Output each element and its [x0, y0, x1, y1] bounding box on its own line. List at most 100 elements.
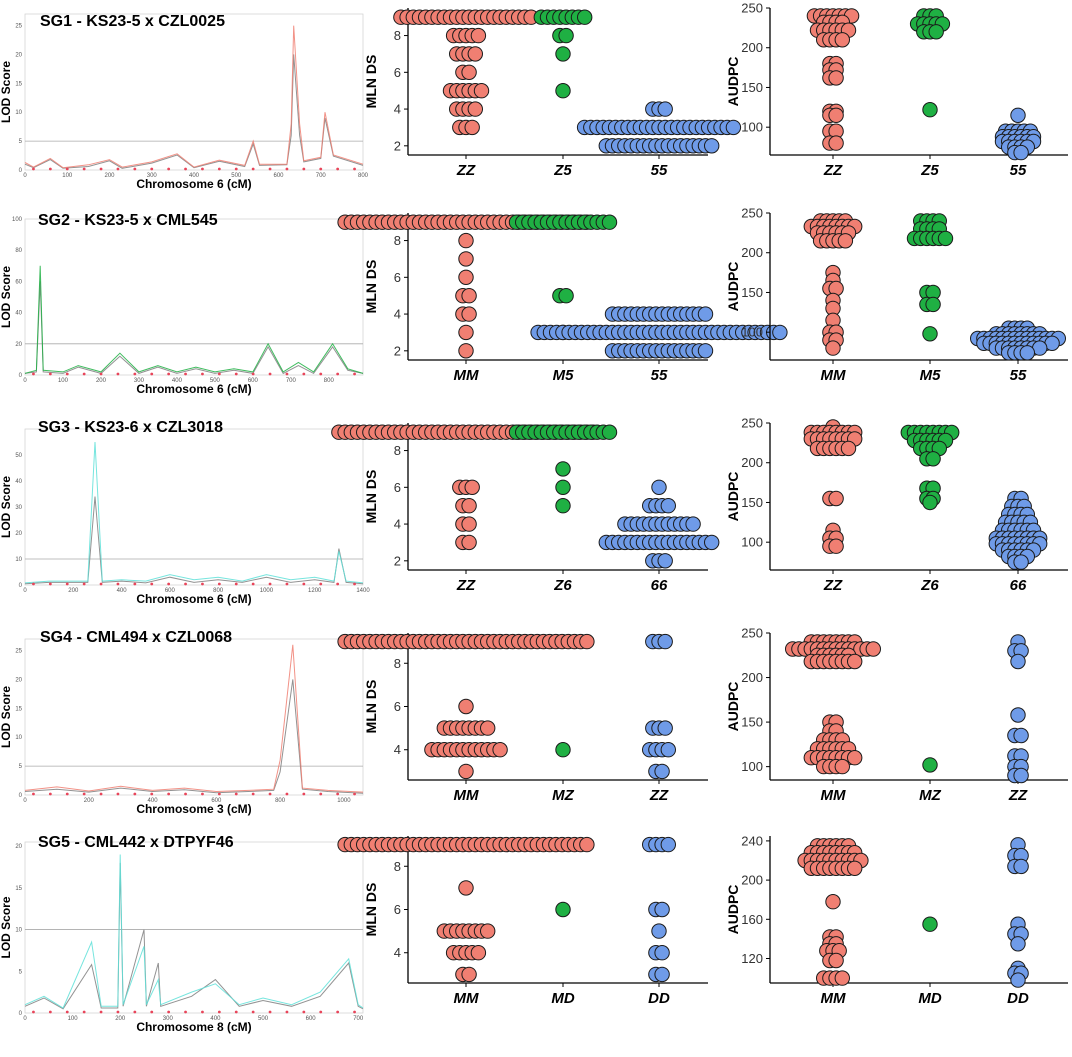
lod-series-line [24, 862, 364, 1010]
scatter-point [461, 306, 477, 322]
scatter-category-label: MD [918, 990, 941, 1007]
lod-marker-dot [32, 372, 35, 376]
lod-marker-dot [302, 582, 306, 586]
scatter-category-label: 66 [651, 577, 668, 594]
lod-y-tick-label: 40 [15, 479, 22, 485]
scatter-y-axis-label: MLN DS [363, 470, 379, 524]
scatter-y-tick-label: 200 [741, 670, 763, 685]
lod-x-tick-label: 800 [324, 378, 335, 384]
scatter-y-tick-label: 6 [394, 270, 401, 285]
scatter-y-tick-label: 150 [741, 80, 763, 95]
lod-marker-dot [167, 372, 171, 376]
lod-plot-frame [24, 13, 364, 171]
lod-y-tick-label: 25 [15, 649, 22, 655]
scatter-point [834, 970, 850, 986]
scatter-point [458, 698, 474, 715]
scatter-y-axis-label: AUDPC [725, 262, 741, 312]
scatter-category-label: ZZ [823, 577, 843, 594]
scatter-point [925, 451, 941, 467]
lod-marker-dot [32, 792, 35, 796]
scatter-y-tick-label: 250 [741, 1, 763, 16]
lod-marker-dot [184, 1010, 187, 1014]
lod-plot-frame [24, 841, 364, 1014]
lod-y-tick-label: 20 [15, 844, 22, 850]
lod-marker-dot [48, 372, 52, 376]
lod-marker-dot [217, 792, 221, 796]
lod-marker-dot [302, 792, 306, 796]
scatter-category-label: DD [648, 990, 670, 1007]
scatter-category-label: MZ [552, 787, 574, 804]
lod-series-line [24, 644, 364, 793]
scatter-point [660, 742, 676, 758]
lod-x-tick-label: 1000 [260, 588, 274, 594]
lod-marker-dot [217, 1010, 221, 1014]
scatter-point [555, 901, 571, 918]
scatter-point [458, 232, 474, 249]
scatter-category-label: Z5 [920, 162, 939, 179]
scatter-y-tick-label: 100 [741, 759, 763, 774]
scatter-point [697, 343, 714, 359]
scatter-y-tick-label: 100 [741, 535, 763, 550]
scatter-point [828, 490, 844, 507]
lod-y-tick-label: 25 [15, 24, 22, 30]
lod-x-tick-label: 100 [62, 173, 73, 179]
lod-y-tick-label: 10 [15, 735, 22, 741]
lod-y-tick-label: 60 [15, 279, 22, 285]
lod-marker-dot [116, 1010, 120, 1014]
lod-marker-dot [201, 167, 204, 171]
scatter-y-tick-label: 200 [741, 455, 763, 470]
scatter-point [847, 653, 863, 670]
scatter-y-tick-label: 150 [741, 495, 763, 510]
lod-x-tick-label: 400 [189, 173, 200, 179]
sg1-audpc-chart: 100 150 200 250 ZZ Z5 55 AUDPC [725, 1, 1068, 179]
lod-marker-dot [319, 582, 323, 586]
lod-marker-dot [336, 1010, 340, 1014]
scatter-point [473, 83, 490, 99]
lod-marker-dot [268, 372, 272, 376]
scatter-category-label: Z6 [553, 577, 572, 594]
scatter-y-axis-label: AUDPC [725, 472, 741, 522]
lod-x-tick-label: 800 [358, 173, 369, 179]
scatter-y-tick-label: 4 [394, 307, 401, 322]
lod-x-tick-label: 400 [172, 378, 183, 384]
lod-x-tick-label: 200 [104, 173, 115, 179]
lod-x-tick-label: 1400 [356, 588, 370, 594]
scatter-point [555, 498, 571, 514]
lod-y-tick-label: 20 [15, 342, 22, 348]
lod-marker-dot [167, 792, 171, 796]
lod-marker-dot [268, 167, 272, 171]
lod-y-axis-label: LOD Score [0, 896, 13, 958]
lod-x-tick-label: 0 [23, 798, 27, 804]
lod-marker-dot [116, 372, 120, 376]
lod-x-tick-label: 800 [213, 588, 224, 594]
scatter-point [654, 945, 670, 961]
scatter-y-tick-label: 250 [741, 626, 763, 641]
lod-y-tick-label: 50 [15, 453, 22, 459]
scatter-category-label: Z5 [553, 162, 572, 179]
lod-plot-frame [24, 638, 364, 796]
scatter-point [461, 288, 477, 304]
sg5-mln-ds-chart: 4 6 8 MM MD DD MLN DS [337, 836, 708, 1007]
scatter-y-tick-label: 150 [741, 715, 763, 730]
scatter-y-axis-label: AUDPC [725, 885, 741, 935]
scatter-y-tick-label: 4 [394, 517, 401, 532]
scatter-point [828, 135, 844, 151]
scatter-y-axis-label: MLN DS [363, 680, 379, 734]
scatter-y-tick-label: 2 [394, 553, 401, 568]
lod-x-tick-label: 0 [23, 1016, 27, 1022]
lod-x-tick-label: 100 [68, 1016, 79, 1022]
scatter-point [1013, 727, 1029, 744]
lod-x-tick-label: 600 [306, 1016, 317, 1022]
scatter-y-tick-label: 8 [394, 859, 401, 874]
scatter-point [458, 251, 474, 267]
scatter-category-label: 66 [1010, 577, 1027, 594]
lod-chart-title: SG2 - KS23-5 x CML545 [38, 212, 218, 229]
scatter-point [577, 9, 593, 25]
sg3-lod-chart: 0 200 400 600 800 1000 1200 1400 0 10 20 30 40 50 SG3 … [0, 419, 370, 606]
scatter-point [458, 324, 474, 341]
scatter-y-tick-label: 150 [741, 285, 763, 300]
lod-marker-dot [285, 167, 289, 171]
scatter-y-tick-label: 4 [394, 102, 401, 117]
